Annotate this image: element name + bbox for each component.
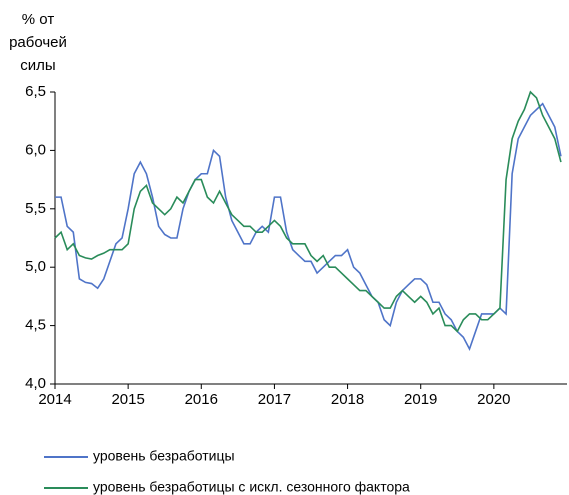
legend-label: уровень безработицы xyxy=(93,448,235,464)
series-line xyxy=(54,90,562,333)
y-tick-label: 5,5 xyxy=(25,200,46,217)
y-tick-label: 5,0 xyxy=(25,258,46,275)
x-tick-label: 2019 xyxy=(404,391,437,408)
x-tick-label: 2014 xyxy=(38,391,71,408)
y-axis-title: % от xyxy=(22,11,55,28)
y-tick-label: 4,5 xyxy=(25,317,46,334)
y-tick-label: 4,0 xyxy=(25,375,46,392)
x-tick-label: 2016 xyxy=(185,391,218,408)
legend-label: уровень безработицы с искл. сезонного фа… xyxy=(93,479,410,495)
x-tick-label: 2020 xyxy=(477,391,510,408)
x-tick-label: 2017 xyxy=(258,391,291,408)
y-tick-label: 6,0 xyxy=(25,141,46,158)
y-axis-title: рабочей xyxy=(9,34,67,51)
x-tick-label: 2018 xyxy=(331,391,364,408)
y-tick-label: 6,5 xyxy=(25,83,46,100)
series-line xyxy=(55,102,562,351)
y-axis-title: силы xyxy=(20,57,55,74)
x-tick-label: 2015 xyxy=(111,391,144,408)
